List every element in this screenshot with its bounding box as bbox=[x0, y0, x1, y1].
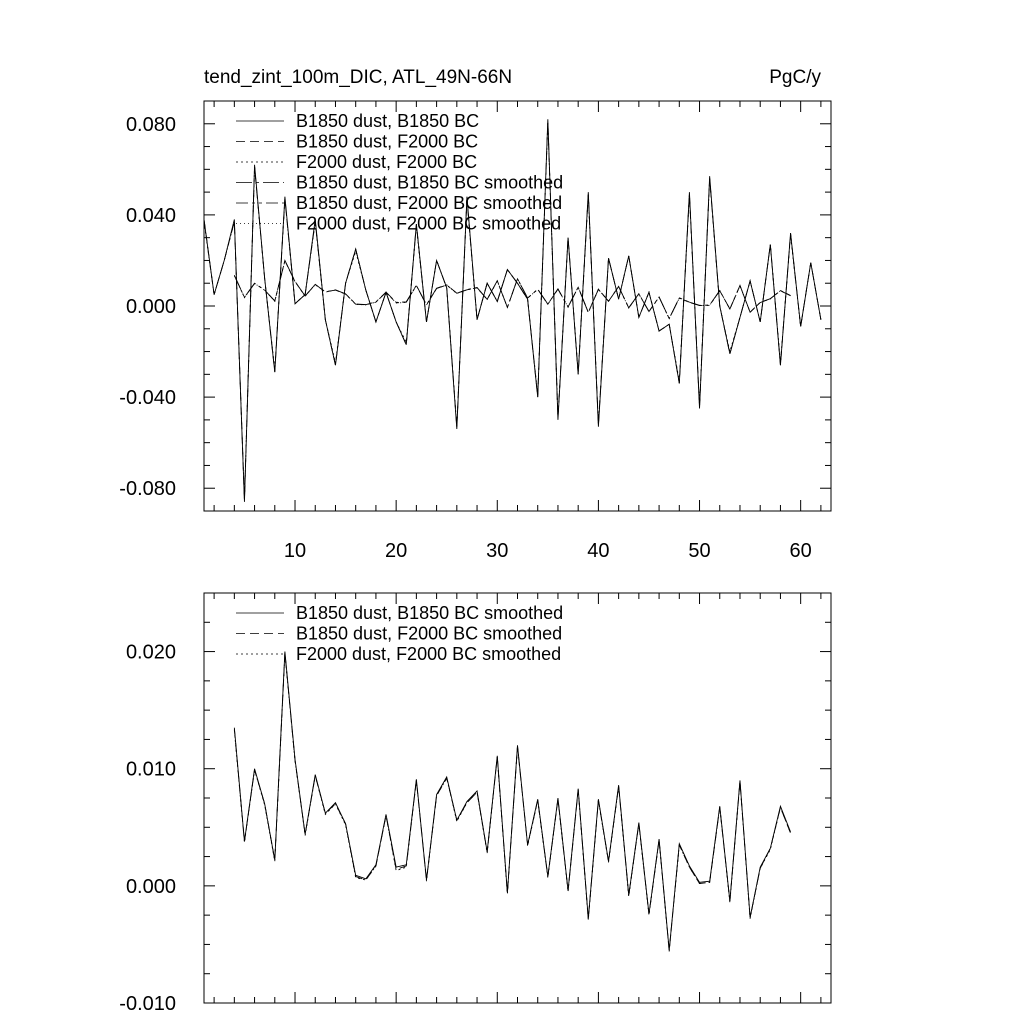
legend-entry: B1850 dust, F2000 BC smoothed bbox=[296, 193, 562, 213]
series-line bbox=[233, 259, 791, 320]
x-tick-label: 40 bbox=[587, 540, 609, 562]
series-line bbox=[233, 259, 791, 320]
legend-entry: F2000 dust, F2000 BC smoothed bbox=[296, 214, 561, 234]
series-line bbox=[233, 653, 791, 952]
series-line bbox=[233, 651, 791, 951]
top-panel: 10 20 30 40 50 60 -0.080 -0.040 0.000 0.040 0.080 B… bbox=[119, 100, 832, 562]
series-line bbox=[233, 259, 791, 320]
bottom-panel: -0.010 0.000 0.010 0.020 B1850 dust, B1850 B… bbox=[119, 592, 832, 1015]
y-tick-label: 0.040 bbox=[126, 205, 176, 227]
x-tick-label: 50 bbox=[688, 540, 710, 562]
y-tick-label: -0.080 bbox=[119, 478, 176, 500]
series-line bbox=[203, 119, 822, 502]
legend-entry: B1850 dust, B1850 BC smoothed bbox=[296, 603, 563, 623]
y-tick-label: 0.020 bbox=[126, 642, 176, 664]
y-tick-label: -0.010 bbox=[119, 993, 176, 1015]
legend-entry: F2000 dust, F2000 BC bbox=[296, 152, 477, 172]
y-tick-label: 0.010 bbox=[126, 759, 176, 781]
legend-entry: B1850 dust, B1850 BC smoothed bbox=[296, 173, 563, 193]
x-tick-label: 60 bbox=[790, 540, 812, 562]
y-tick-label: -0.040 bbox=[119, 387, 176, 409]
chart-title-right: PgC/y bbox=[769, 67, 821, 88]
x-tick-label: 20 bbox=[385, 540, 407, 562]
legend-entry: F2000 dust, F2000 BC smoothed bbox=[296, 644, 561, 664]
y-tick-label: 0.000 bbox=[126, 296, 176, 318]
y-tick-label: 0.000 bbox=[126, 876, 176, 898]
legend-entry: B1850 dust, F2000 BC smoothed bbox=[296, 624, 562, 644]
chart-title-left: tend_zint_100m_DIC, ATL_49N-66N bbox=[204, 67, 512, 88]
x-tick-label: 10 bbox=[284, 540, 306, 562]
y-tick-label: 0.080 bbox=[126, 114, 176, 136]
legend-entry: B1850 dust, B1850 BC bbox=[296, 111, 479, 131]
x-tick-label: 30 bbox=[486, 540, 508, 562]
legend-entry: B1850 dust, F2000 BC bbox=[296, 132, 478, 152]
series-line bbox=[233, 652, 791, 951]
